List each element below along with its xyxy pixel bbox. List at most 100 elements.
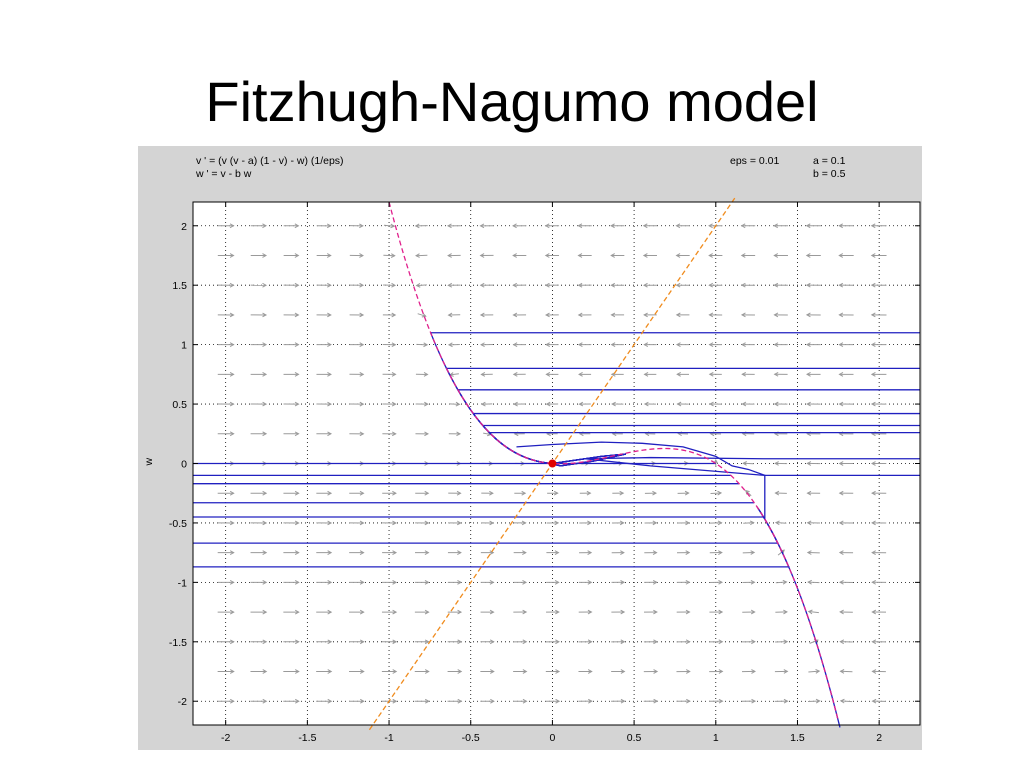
field-arrow	[414, 223, 428, 229]
field-arrow-head	[446, 223, 452, 229]
field-arrow-head	[675, 342, 681, 347]
field-arrow-head	[652, 490, 658, 496]
field-arrow-head	[229, 490, 235, 496]
field-arrow-head	[327, 669, 333, 674]
field-arrow	[349, 223, 364, 229]
field-arrow	[806, 461, 821, 466]
field-arrow	[217, 282, 235, 288]
field-arrow-head	[424, 698, 430, 704]
field-arrow	[513, 698, 528, 704]
field-arrow-head	[870, 253, 876, 258]
x-tick-label: 0	[549, 732, 555, 744]
field-arrow-head	[229, 401, 235, 407]
field-arrow	[643, 698, 659, 704]
field-arrow-head	[870, 371, 876, 377]
field-arrow-head	[554, 579, 560, 585]
field-arrow-head	[839, 609, 844, 615]
field-arrow-head	[229, 342, 235, 348]
field-arrow-head	[390, 223, 396, 229]
field-arrow	[349, 639, 365, 645]
field-arrow-head	[783, 609, 788, 615]
field-arrow	[414, 669, 430, 674]
field-arrow	[447, 282, 461, 288]
field-arrow	[414, 609, 430, 615]
field-arrow-head	[457, 580, 462, 585]
field-arrow-head	[262, 669, 268, 674]
field-arrow	[283, 282, 300, 288]
field-arrow-head	[522, 579, 528, 585]
field-arrow	[740, 223, 756, 229]
field-arrow-head	[805, 342, 811, 347]
field-arrow-head	[708, 312, 714, 318]
field-arrow	[838, 253, 854, 258]
field-arrow	[349, 282, 365, 288]
field-arrow	[512, 223, 527, 229]
field-arrow	[481, 490, 494, 496]
field-arrow-head	[457, 609, 463, 615]
field-arrow	[316, 342, 332, 348]
field-arrow	[382, 342, 397, 348]
field-arrow-head	[512, 282, 518, 288]
field-arrow-head	[545, 372, 551, 377]
field-arrow-head	[456, 431, 462, 437]
field-arrow	[611, 550, 625, 555]
field-arrow	[415, 431, 429, 437]
field-arrow-shaft	[775, 522, 787, 524]
field-arrow	[612, 490, 625, 496]
field-arrow-head	[653, 639, 659, 645]
field-arrow-head	[327, 312, 332, 318]
field-arrow	[382, 580, 398, 585]
field-arrow	[676, 698, 691, 704]
field-arrow	[250, 431, 268, 437]
v-nullcline	[388, 201, 839, 722]
field-arrow-head	[838, 253, 844, 258]
field-arrow	[250, 698, 268, 704]
field-arrow	[250, 312, 268, 318]
field-arrow-head	[262, 609, 268, 615]
field-arrow	[447, 253, 461, 258]
field-arrow	[610, 282, 625, 288]
field-arrow	[870, 282, 887, 288]
field-arrow-head	[751, 639, 756, 645]
field-arrow	[773, 342, 788, 347]
ticks: -2 -1.5 -1 -0.5 0 0.5 1 1.5 2 2 1.5 1 0.5 0 -0.5 -1 -1.5…	[169, 202, 920, 744]
field-arrow-head	[806, 490, 812, 496]
field-arrow-head	[229, 223, 235, 229]
field-arrow-head	[708, 223, 713, 229]
field-arrow-head	[545, 342, 550, 348]
field-arrow	[775, 609, 788, 615]
field-arrow	[773, 401, 788, 407]
field-arrow	[807, 609, 819, 615]
field-arrow	[611, 609, 626, 615]
field-arrow	[283, 223, 300, 229]
field-arrow-head	[327, 401, 332, 407]
field-arrow-head	[294, 580, 300, 585]
field-arrow	[447, 698, 463, 704]
field-arrow	[382, 431, 397, 437]
field-arrow-head	[359, 253, 364, 258]
field-arrow-head	[262, 401, 268, 407]
field-arrow-head	[708, 371, 714, 377]
field-arrow	[773, 223, 789, 229]
field-arrow	[870, 342, 887, 347]
field-arrow	[415, 401, 429, 407]
field-arrow-head	[229, 372, 235, 377]
field-arrow	[838, 461, 854, 466]
field-arrow-head	[749, 520, 755, 526]
field-arrow	[546, 609, 560, 615]
field-arrow	[479, 223, 494, 229]
field-arrow	[217, 669, 235, 674]
field-arrow	[545, 312, 559, 318]
field-arrow-head	[359, 312, 365, 318]
field-arrow-head	[359, 490, 365, 496]
field-arrow	[741, 371, 755, 377]
field-arrow-head	[577, 253, 583, 258]
field-arrow	[544, 282, 559, 288]
field-arrow-head	[414, 223, 420, 229]
field-arrow-head	[229, 431, 235, 437]
x-tick-label: 2	[876, 732, 882, 744]
field-arrow-head	[838, 520, 844, 526]
field-arrow	[250, 550, 268, 556]
field-arrow-head	[620, 550, 625, 555]
field-arrow-head	[643, 401, 649, 407]
